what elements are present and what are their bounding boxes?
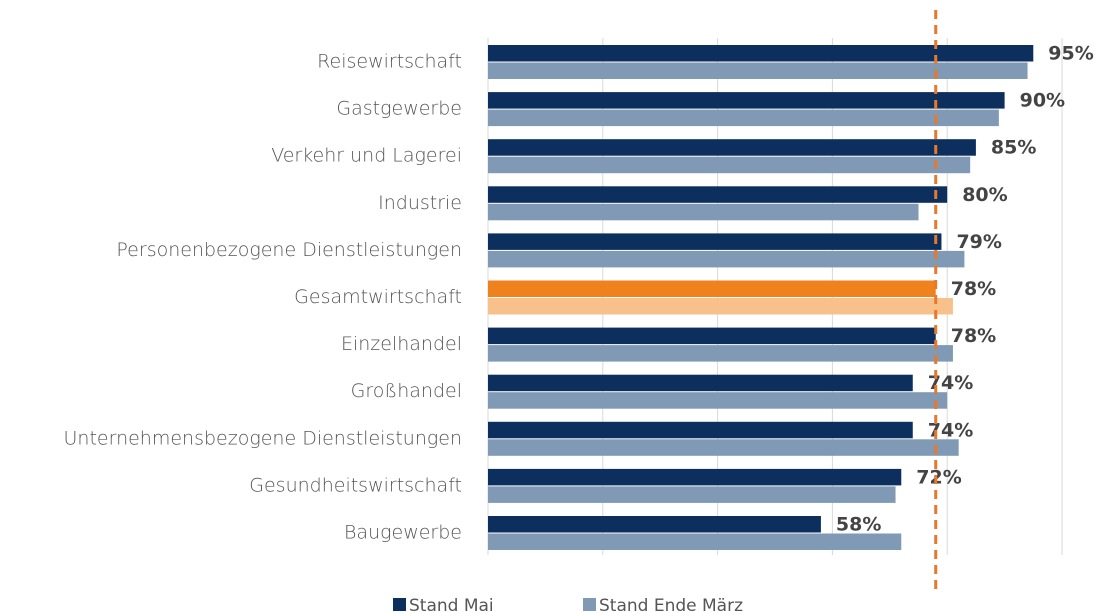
bar (488, 468, 902, 486)
legend-label: Stand Ende März (599, 596, 743, 613)
legend-swatch (583, 598, 596, 611)
category-label: Baugewerbe (344, 522, 462, 544)
bar (488, 92, 1005, 109)
bar (488, 109, 999, 127)
bar (488, 186, 948, 203)
bar (488, 374, 913, 392)
bar (488, 62, 1028, 79)
value-label: 74% (928, 372, 973, 394)
bar (488, 250, 965, 268)
value-label: 85% (991, 137, 1036, 159)
bar (488, 298, 953, 315)
legend-swatch (393, 598, 406, 611)
bar (488, 516, 821, 533)
value-label: 90% (1020, 90, 1065, 112)
bar (488, 345, 953, 362)
value-label: 78% (951, 278, 996, 300)
bar (488, 233, 942, 250)
category-label: Verkehr und Lagerei (271, 145, 462, 167)
value-label: 78% (951, 325, 996, 347)
value-label: 72% (916, 466, 961, 488)
value-label: 74% (928, 419, 973, 441)
bar (488, 139, 976, 156)
bar (488, 486, 896, 503)
value-label: 58% (836, 514, 881, 536)
legend-label: Stand Mai (409, 596, 494, 613)
category-label: Gesamtwirtschaft (294, 286, 462, 308)
value-label: 80% (962, 184, 1007, 206)
bar (488, 280, 936, 297)
category-label: Unternehmensbezogene Dienstleistungen (64, 427, 463, 449)
bar (488, 392, 948, 409)
category-label: Einzelhandel (341, 333, 462, 355)
bar (488, 421, 913, 439)
category-label: Industrie (378, 192, 462, 214)
category-label: Gesundheitswirtschaft (249, 474, 462, 496)
value-label: 95% (1048, 43, 1093, 65)
category-label: Reisewirtschaft (317, 51, 462, 73)
category-label: Personenbezogene Dienstleistungen (116, 239, 462, 261)
bar (488, 156, 971, 174)
bar (488, 439, 959, 456)
bar (488, 533, 902, 550)
category-label: Gastgewerbe (336, 98, 462, 120)
bar (488, 327, 936, 345)
bar (488, 203, 919, 221)
bar (488, 45, 1034, 62)
category-label: Großhandel (351, 380, 462, 402)
value-label: 79% (956, 231, 1001, 253)
